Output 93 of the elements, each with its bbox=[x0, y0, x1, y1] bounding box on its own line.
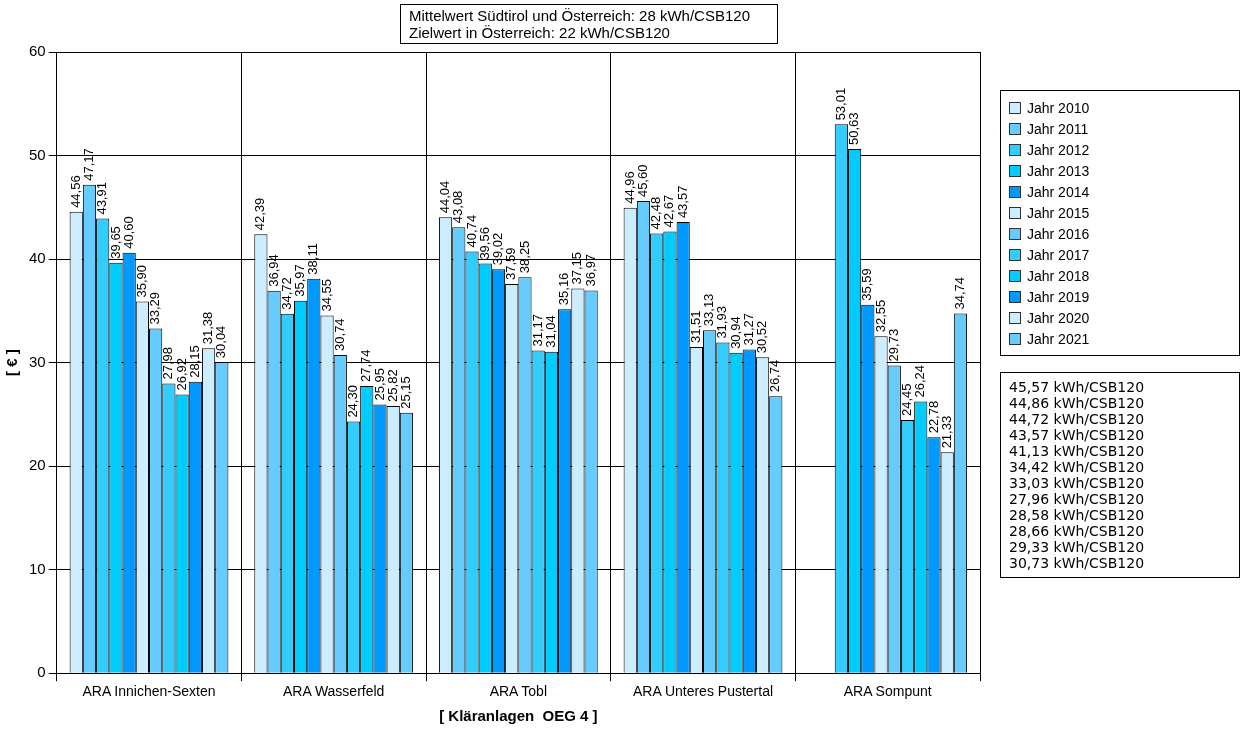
data-label: 40,74 bbox=[463, 214, 479, 248]
data-label: 24,30 bbox=[345, 385, 361, 418]
data-label: 42,67 bbox=[661, 194, 677, 228]
data-label: 25,95 bbox=[371, 367, 387, 401]
legend-label: Jahr 2020 bbox=[1027, 309, 1090, 326]
x-axis-title: [ Kläranlagen OEG 4 ] bbox=[439, 707, 598, 725]
y-tick-label: 40 bbox=[29, 249, 46, 267]
data-label: 24,45 bbox=[899, 383, 915, 417]
x-tick-label: ARA Wasserfeld bbox=[282, 683, 385, 700]
chart-subtitle: Zielwert in Österreich: 22 kWh/CSB120 bbox=[409, 24, 671, 41]
data-label: 35,97 bbox=[292, 264, 308, 297]
x-tick-label: ARA Tobl bbox=[489, 683, 548, 700]
x-tick-label: ARA Sompunt bbox=[843, 683, 932, 700]
data-label: 33,13 bbox=[701, 293, 717, 327]
data-label: 34,55 bbox=[318, 278, 334, 312]
data-label: 26,92 bbox=[173, 357, 189, 391]
text: 30,73 kWh/CSB120 bbox=[1009, 555, 1146, 571]
data-label: 30,04 bbox=[213, 325, 229, 359]
data-label: 26,24 bbox=[912, 364, 928, 398]
data-label: 30,52 bbox=[754, 320, 770, 354]
data-label: 31,17 bbox=[529, 313, 545, 347]
data-label: 34,72 bbox=[278, 277, 294, 310]
data-label: 30,74 bbox=[331, 318, 347, 351]
data-label: 27,98 bbox=[160, 346, 176, 380]
data-label: 36,94 bbox=[265, 254, 281, 287]
data-label: 31,27 bbox=[740, 312, 756, 346]
y-tick-label: 10 bbox=[29, 559, 46, 577]
text: 33,03 kWh/CSB120 bbox=[1009, 475, 1146, 491]
data-label: 38,25 bbox=[516, 240, 532, 274]
data-label: 43,57 bbox=[674, 185, 690, 219]
data-label: 42,48 bbox=[648, 196, 664, 230]
data-label: 44,96 bbox=[621, 171, 637, 204]
text: 45,57 kWh/CSB120 bbox=[1009, 379, 1146, 395]
legend-label: Jahr 2014 bbox=[1027, 183, 1090, 200]
data-label: 31,51 bbox=[687, 310, 703, 343]
data-label: 42,39 bbox=[252, 197, 268, 231]
data-label: 37,15 bbox=[569, 252, 585, 285]
data-label: 34,74 bbox=[952, 276, 968, 310]
legend-label: Jahr 2013 bbox=[1027, 162, 1090, 179]
data-label: 40,60 bbox=[120, 216, 136, 249]
x-tick-label: ARA Innichen-Sexten bbox=[82, 683, 216, 700]
y-tick-label: 50 bbox=[29, 145, 46, 163]
y-axis-title: [ € ] bbox=[3, 349, 21, 376]
data-label: 26,74 bbox=[767, 359, 783, 393]
data-label: 22,78 bbox=[925, 400, 941, 434]
data-label: 35,16 bbox=[556, 272, 572, 306]
x-tick-label: ARA Unteres Pustertal bbox=[632, 683, 774, 700]
y-tick-label: 60 bbox=[29, 42, 46, 60]
text: 41,13 kWh/CSB120 bbox=[1009, 443, 1146, 459]
text: 34,42 kWh/CSB120 bbox=[1009, 459, 1146, 475]
legend-label: Jahr 2011 bbox=[1027, 120, 1089, 137]
text: 44,72 kWh/CSB120 bbox=[1009, 411, 1146, 427]
data-label: 30,94 bbox=[727, 316, 743, 349]
text: 43,57 kWh/CSB120 bbox=[1009, 427, 1146, 443]
data-label: 44,04 bbox=[437, 180, 453, 214]
data-label: 38,11 bbox=[305, 243, 321, 275]
legend-label: Jahr 2015 bbox=[1027, 204, 1090, 221]
data-label: 31,04 bbox=[543, 315, 559, 348]
data-label: 31,93 bbox=[714, 306, 730, 339]
legend-label: Jahr 2010 bbox=[1027, 99, 1090, 116]
y-tick-label: 0 bbox=[37, 663, 46, 681]
text: 28,66 kWh/CSB120 bbox=[1009, 523, 1146, 539]
data-label: 53,01 bbox=[832, 87, 848, 121]
y-tick-label: 20 bbox=[29, 456, 46, 474]
data-label: 43,08 bbox=[450, 190, 466, 224]
data-label: 35,90 bbox=[133, 264, 149, 298]
data-label: 37,59 bbox=[503, 247, 519, 281]
text: 44,86 kWh/CSB120 bbox=[1009, 395, 1146, 411]
text: 29,33 kWh/CSB120 bbox=[1009, 539, 1146, 555]
legend-label: Jahr 2017 bbox=[1027, 246, 1090, 263]
legend-label: Jahr 2018 bbox=[1027, 267, 1090, 284]
data-label: 36,97 bbox=[582, 253, 598, 287]
data-label: 50,63 bbox=[846, 112, 862, 146]
y-tick-label: 30 bbox=[29, 352, 46, 370]
data-label: 44,56 bbox=[67, 175, 83, 208]
data-label: 33,29 bbox=[147, 291, 163, 325]
text: 28,58 kWh/CSB120 bbox=[1009, 507, 1146, 523]
data-label: 32,55 bbox=[872, 299, 888, 333]
chart-title: Mittelwert Südtirol und Österreich: 28 kWh/CSB120 bbox=[409, 7, 751, 24]
data-label: 43,91 bbox=[94, 182, 110, 215]
data-label: 29,73 bbox=[885, 328, 901, 362]
legend-label: Jahr 2021 bbox=[1027, 330, 1090, 347]
data-label: 47,17 bbox=[81, 148, 97, 181]
legend-label: Jahr 2016 bbox=[1027, 225, 1090, 242]
legend-label: Jahr 2012 bbox=[1027, 141, 1090, 158]
data-label: 31,38 bbox=[200, 311, 216, 345]
legend-label: Jahr 2019 bbox=[1027, 288, 1090, 305]
data-label: 25,15 bbox=[398, 376, 414, 409]
data-label: 45,60 bbox=[635, 164, 651, 198]
text: 27,96 kWh/CSB120 bbox=[1009, 491, 1146, 507]
data-label: 27,74 bbox=[358, 349, 374, 382]
data-label: 39,65 bbox=[107, 226, 123, 259]
data-label: 35,59 bbox=[859, 268, 875, 301]
